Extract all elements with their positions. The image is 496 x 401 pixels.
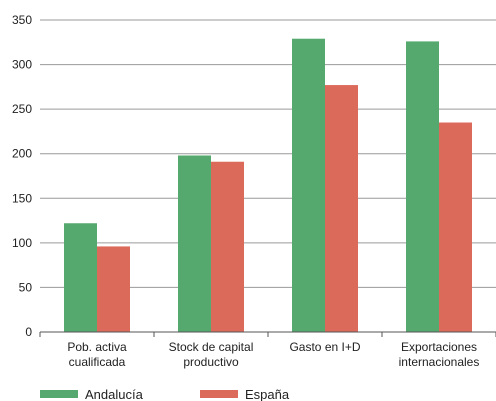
x-tick-label: Gasto en I+D	[289, 340, 360, 354]
y-tick-label: 300	[12, 58, 32, 72]
x-tick-label: cualificada	[69, 355, 126, 369]
y-tick-label: 200	[12, 147, 32, 161]
y-axis-ticks: 0 50 100 150 200 250 300 350	[12, 13, 32, 339]
bar-andalucia	[406, 41, 439, 332]
legend-swatch-espana	[200, 390, 238, 398]
grid-lines	[40, 19, 496, 288]
y-tick-label: 100	[12, 236, 32, 250]
y-tick-label: 350	[12, 13, 32, 27]
bars	[64, 38, 472, 333]
legend-swatch-andalucia	[40, 390, 78, 398]
x-axis	[39, 331, 496, 337]
bar-espana	[97, 246, 130, 332]
bar-andalucia	[292, 38, 325, 332]
y-tick-label: 50	[19, 280, 33, 294]
y-tick-label: 250	[12, 102, 32, 116]
bar-andalucia	[178, 155, 211, 332]
legend-label-espana: España	[245, 387, 290, 401]
bar-espana	[325, 85, 358, 333]
bar-andalucia	[64, 223, 97, 332]
x-tick-label: Pob. activa	[67, 340, 127, 354]
x-tick-label: Stock de capital	[169, 340, 254, 354]
legend: Andalucía España	[40, 387, 290, 401]
x-tick-label: Exportaciones	[401, 340, 477, 354]
y-tick-label: 150	[12, 191, 32, 205]
legend-label-andalucia: Andalucía	[85, 387, 144, 401]
x-tick-label: productivo	[183, 355, 239, 369]
bar-espana	[439, 122, 472, 332]
y-tick-label: 0	[25, 325, 32, 339]
x-tick-label: internacionales	[399, 355, 480, 369]
bar-espana	[211, 161, 244, 332]
